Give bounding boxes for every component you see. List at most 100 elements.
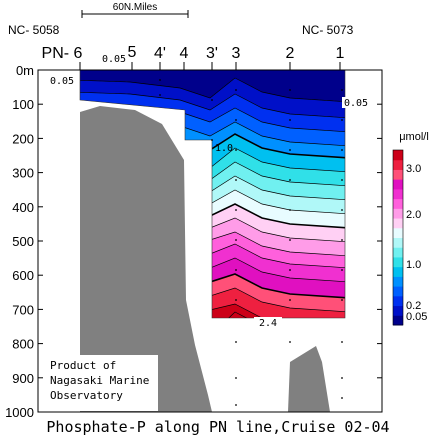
station-labels: PN- 6 5 4' 4 3' 3 2 1 — [42, 44, 345, 70]
sample-dot — [341, 269, 343, 271]
colorbar-swatch-2 — [393, 295, 403, 307]
sample-dot — [289, 149, 291, 151]
colorbar-tick-label: 1.0 — [406, 259, 421, 271]
sample-dot — [289, 299, 291, 301]
y-tick-label: 400 — [12, 200, 34, 215]
sample-dot — [341, 179, 343, 181]
sample-dot — [235, 119, 237, 121]
station-label: 4' — [154, 45, 166, 62]
chart-title: Phosphate-P along PN line,Cruise 02-04 — [46, 418, 390, 436]
colorbar-swatch-10 — [393, 218, 403, 229]
seabed-shelf — [80, 106, 212, 412]
sample-dot — [341, 119, 343, 121]
contour-label: 0.05 — [344, 98, 368, 109]
colorbar-swatch-4 — [393, 276, 403, 287]
y-tick-label: 300 — [12, 166, 34, 181]
credit-line-3: Observatory — [50, 389, 123, 402]
colorbar-tick-label: 0.2 — [406, 300, 421, 312]
colorbar-swatch-6 — [393, 256, 403, 268]
sample-dot — [341, 239, 343, 241]
seabed-ridge — [288, 346, 330, 412]
credit-line-2: Nagasaki Marine — [50, 374, 150, 387]
sample-dot — [289, 269, 291, 271]
colorbar-swatch-11 — [393, 208, 403, 219]
colorbar-swatch-16 — [393, 159, 403, 170]
colorbar-swatch-5 — [393, 266, 403, 277]
sample-dot — [289, 209, 291, 211]
sample-points — [159, 79, 343, 406]
station-label: 3' — [206, 45, 218, 62]
colorbar-swatch-17 — [393, 150, 403, 161]
sample-dot — [235, 341, 237, 343]
sample-dot — [289, 179, 291, 181]
sample-dot — [235, 89, 237, 91]
contour-label: 1.0 — [215, 143, 233, 154]
colorbar-tick-label: 2.0 — [406, 209, 421, 221]
y-tick-label: 800 — [12, 337, 34, 352]
y-tick-label: 0m — [16, 63, 34, 78]
header-labels: 60N.Miles NC- 5058 NC- 5073 — [8, 2, 354, 37]
colorbar-swatch-15 — [393, 169, 403, 180]
station-label: 2 — [286, 45, 295, 62]
colorbar-frame — [392, 149, 404, 326]
colorbar-swatch-0 — [393, 315, 403, 326]
y-axis: 0m 100 200 300 400 500 600 700 800 900 1000 — [5, 63, 382, 420]
sample-dot — [235, 179, 237, 181]
y-tick-label: 600 — [12, 268, 34, 283]
contour-label: 0.05 — [102, 54, 126, 65]
sample-dot — [341, 341, 343, 343]
y-tick-label: 1000 — [5, 405, 34, 420]
sample-dot — [289, 341, 291, 343]
y-tick-label: 900 — [12, 371, 34, 386]
station-label: 4 — [180, 45, 189, 62]
colorbar-tick-label: 3.0 — [406, 163, 421, 175]
sample-dot — [235, 239, 237, 241]
sample-dot — [289, 89, 291, 91]
colorbar-unit: μmol/l — [399, 131, 429, 143]
sample-dot — [235, 404, 237, 406]
y-tick-label: 500 — [12, 234, 34, 249]
contour-label: 0.05 — [50, 76, 74, 87]
sample-dot — [159, 94, 161, 96]
contour-label: 2.4 — [259, 318, 277, 329]
bottom-topography — [80, 106, 330, 412]
sample-dot — [211, 139, 213, 141]
color-band-2 — [80, 92, 345, 132]
colorbar-swatch-8 — [393, 237, 403, 248]
contour-label-bg — [342, 97, 370, 108]
sample-dot — [235, 149, 237, 151]
contour-line-0 — [80, 77, 345, 103]
station-label: 3 — [232, 45, 241, 62]
sample-dot — [341, 299, 343, 301]
contour-labels: 0.05 0.05 0.05 1.0 2.4 — [50, 54, 370, 329]
sample-dot — [289, 239, 291, 241]
sample-dot — [211, 99, 213, 101]
colorbar-tick-label: 0.05 — [406, 311, 427, 323]
credit-line-1: Product of — [50, 359, 117, 372]
station-label: 5 — [128, 44, 137, 61]
station-label: 1 — [336, 45, 345, 62]
sample-dot — [235, 209, 237, 211]
credit-box: Product of Nagasaki Marine Observatory — [46, 355, 158, 411]
scale-bar-label: 60N.Miles — [113, 2, 157, 13]
sample-dot — [341, 89, 343, 91]
contour-label-bg — [254, 317, 282, 328]
sample-dot — [341, 149, 343, 151]
sample-dot — [341, 377, 343, 379]
colorbar-swatch-13 — [393, 188, 403, 200]
y-tick-label: 200 — [12, 131, 34, 146]
sample-dot — [289, 119, 291, 121]
sample-dot — [159, 79, 161, 81]
colorbar-swatch-12 — [393, 198, 403, 209]
sample-dot — [235, 377, 237, 379]
y-tick-label: 700 — [12, 302, 34, 317]
colorbar-swatch-7 — [393, 247, 403, 258]
colorbar: μmol/l 3.0 2.0 1.0 0.20.05 — [392, 131, 429, 326]
contour-line-1 — [80, 91, 345, 119]
sample-dot — [341, 397, 343, 399]
left-end-station: NC- 5058 — [8, 23, 60, 37]
colorbar-swatch-3 — [393, 286, 403, 297]
y-tick-label: 100 — [12, 97, 34, 112]
